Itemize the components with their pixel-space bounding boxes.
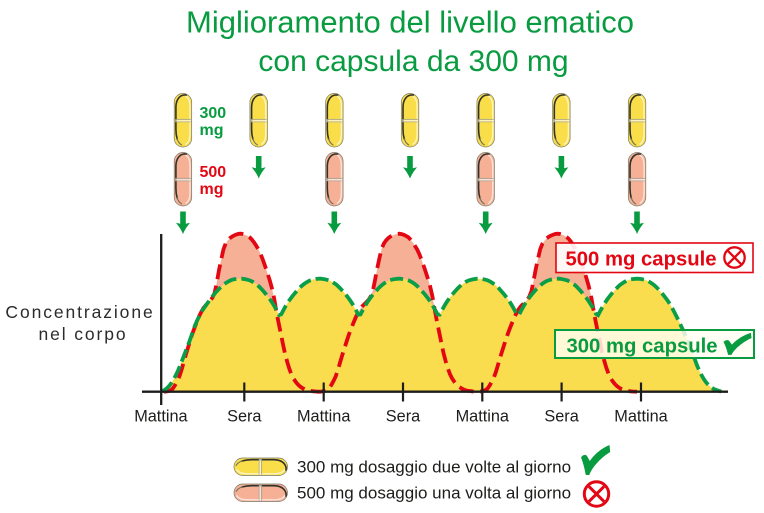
svg-text:con capsula da 300 mg: con capsula da 300 mg [258, 45, 568, 78]
svg-text:nel corpo: nel corpo [38, 324, 127, 344]
svg-text:Mattina: Mattina [614, 408, 668, 426]
svg-text:300 mg dosaggio due volte al g: 300 mg dosaggio due volte al giorno [297, 458, 571, 477]
svg-text:mg: mg [200, 181, 224, 198]
svg-text:Sera: Sera [544, 408, 579, 426]
svg-text:Sera: Sera [386, 408, 421, 426]
svg-text:500: 500 [200, 164, 227, 181]
svg-text:300: 300 [200, 105, 227, 122]
svg-text:Sera: Sera [227, 408, 262, 426]
svg-text:Mattina: Mattina [297, 408, 351, 426]
svg-text:mg: mg [200, 122, 224, 139]
svg-text:Miglioramento del livello emat: Miglioramento del livello ematico [186, 5, 634, 40]
svg-text:Mattina: Mattina [134, 408, 188, 426]
svg-text:300 mg capsule: 300 mg capsule [567, 336, 718, 358]
svg-text:500 mg dosaggio una volta al g: 500 mg dosaggio una volta al giorno [297, 484, 571, 503]
svg-text:500 mg capsule: 500 mg capsule [566, 249, 717, 271]
svg-text:Concentrazione: Concentrazione [5, 302, 154, 322]
svg-text:Mattina: Mattina [456, 408, 510, 426]
